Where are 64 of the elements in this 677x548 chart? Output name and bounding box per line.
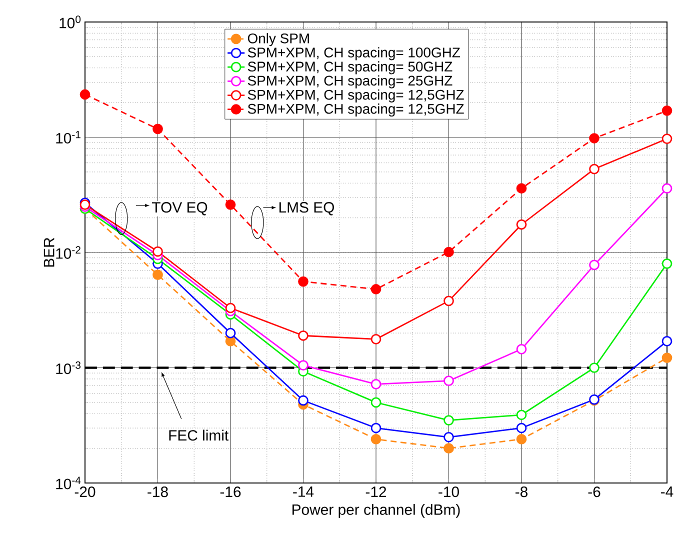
x-tick-label: -4 xyxy=(661,486,674,497)
point xyxy=(298,395,308,406)
point xyxy=(370,379,382,390)
y-tick-label: 10$^{0}$ xyxy=(60,16,81,28)
x-tick-label: -16 xyxy=(220,486,241,498)
x-tick-label: -20 xyxy=(74,486,96,498)
point xyxy=(662,336,672,346)
legend-label: SPM+XPM, CH spacing= 12,5GHZ xyxy=(248,104,464,117)
x-tick-label: -10 xyxy=(438,486,459,498)
point xyxy=(444,376,454,386)
point xyxy=(444,432,454,442)
point xyxy=(589,164,600,174)
point xyxy=(516,422,527,434)
point xyxy=(152,124,163,134)
point xyxy=(444,296,454,306)
point xyxy=(662,106,672,116)
point xyxy=(444,443,454,454)
point xyxy=(152,270,163,280)
point xyxy=(662,134,672,144)
point xyxy=(444,246,454,258)
point xyxy=(516,410,527,420)
point xyxy=(225,302,236,314)
point xyxy=(662,258,672,269)
point xyxy=(370,334,382,344)
point xyxy=(516,344,527,354)
point xyxy=(589,362,600,373)
point xyxy=(370,397,382,408)
point xyxy=(225,199,236,210)
x-axis-title: Power per channel (dBm) xyxy=(292,504,460,518)
legend-label: SPM+XPM, CH spacing= 50GHZ xyxy=(248,61,452,74)
point xyxy=(516,183,527,194)
point xyxy=(225,328,236,338)
legend-label: SPM+XPM, CH spacing= 12,5GHZ xyxy=(248,89,464,102)
annotation: FEC limit xyxy=(169,430,229,441)
y-tick-label: 10$^{-3}$ xyxy=(56,361,81,374)
point xyxy=(298,360,308,370)
point xyxy=(370,422,382,434)
legend-label: SPM+XPM, CH spacing= 25GHZ xyxy=(248,75,452,88)
point xyxy=(662,352,672,363)
point xyxy=(662,183,672,194)
point xyxy=(80,89,90,100)
x-tick-label: -8 xyxy=(516,486,528,498)
point xyxy=(589,260,600,270)
y-tick-label: 10$^{-2}$ xyxy=(56,246,80,259)
annotation: TOV EQ xyxy=(152,202,208,216)
y-tick-label: 10$^{-4}$ xyxy=(56,476,81,490)
x-tick-label: -6 xyxy=(588,486,600,498)
point xyxy=(444,415,454,426)
point xyxy=(589,133,600,144)
x-tick-label: -14 xyxy=(293,486,314,497)
legend-label: Only SPM xyxy=(248,33,309,46)
point xyxy=(298,330,308,341)
point xyxy=(370,434,382,444)
point xyxy=(516,434,527,444)
legend-label: SPM+XPM, CH spacing= 100GHZ xyxy=(248,47,460,60)
y-axis-title: BER xyxy=(44,238,54,267)
y-tick-label: 10$^{-1}$ xyxy=(56,130,80,144)
point xyxy=(370,284,382,294)
x-tick-label: -12 xyxy=(366,486,386,497)
point xyxy=(298,276,308,287)
annotation: LMS EQ xyxy=(279,202,334,216)
point xyxy=(516,219,527,230)
x-tick-label: -18 xyxy=(148,486,168,498)
point xyxy=(152,246,163,257)
